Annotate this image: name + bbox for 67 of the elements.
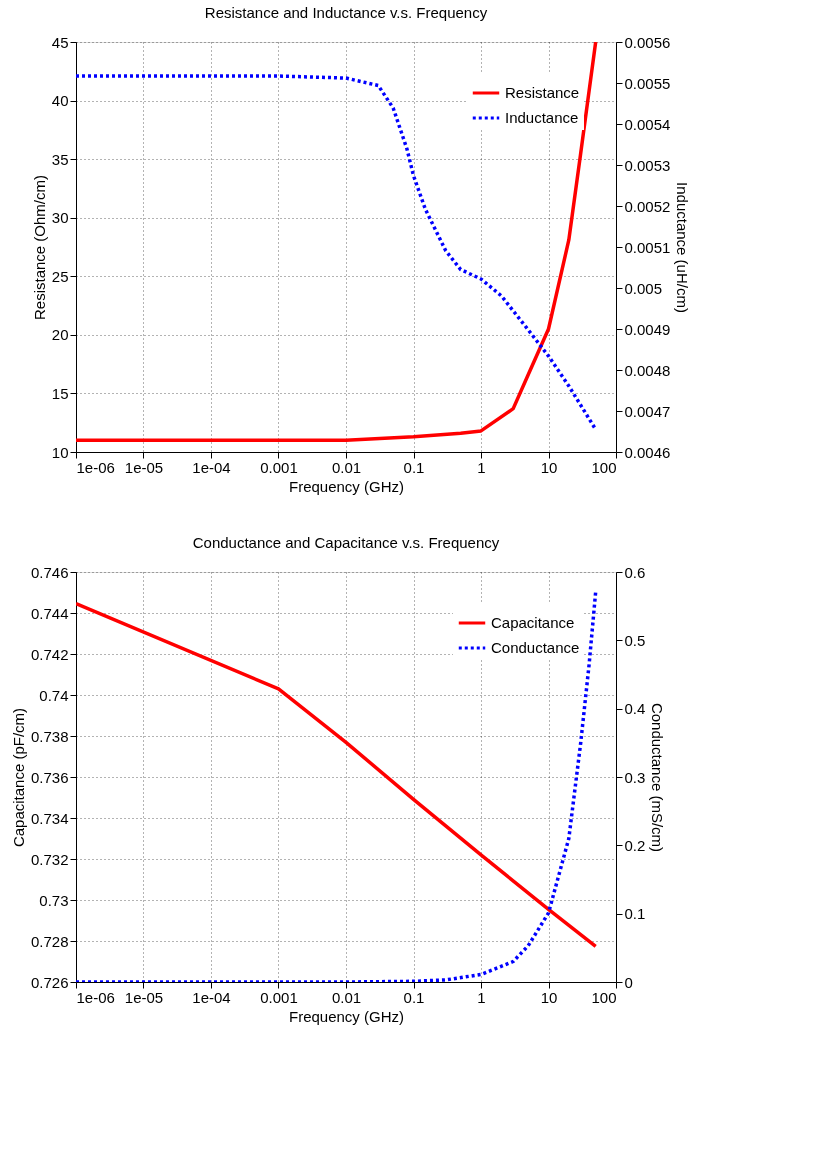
y-tick-label: 0.73 [39,891,69,909]
legend-label: Conductance [491,639,580,656]
x-tick-label: 10 [540,458,558,476]
x-tick-label: 1 [477,988,486,1006]
y-tick-label: 20 [51,326,69,344]
y-tick-label: 0.736 [30,768,69,786]
y2-tick-label: 0.0051 [624,238,671,256]
legend-label: Inductance [505,109,579,126]
x-tick-label: 0.1 [403,988,425,1006]
chart-title: Conductance and Capacitance v.s. Frequency [192,534,500,551]
y-axis-title: Capacitance (pF/cm) [9,707,27,848]
y-tick-label: 25 [51,267,69,285]
x-tick-label: 10 [540,988,558,1006]
y2-tick-label: 0.0056 [624,33,671,51]
y2-tick-label: 0.0048 [624,361,671,379]
legend-label: Resistance [505,84,580,101]
y-tick-label: 35 [51,150,69,168]
x-tick-label: 1e-05 [124,988,164,1006]
y-tick-label: 0.74 [39,686,69,704]
y2-tick-label: 0.0055 [624,74,671,92]
x-tick-label: 0.001 [260,458,298,476]
y2-tick-label: 0.4 [624,700,646,718]
x-tick-label: 1 [477,458,486,476]
y-tick-label: 15 [51,384,69,402]
y2-tick-label: 0.0047 [624,402,671,420]
x-tick-label: 0.1 [403,458,425,476]
y-tick-label: 0.742 [30,645,69,663]
y-tick-label: 0.738 [30,727,69,745]
chart-title: Resistance and Inductance v.s. Frequency [204,4,488,21]
x-tick-label: 1e-06 [76,458,115,476]
x-tick-label: 1e-06 [76,988,115,1006]
x-tick-label: 100 [591,988,617,1006]
y2-tick-label: 0.0054 [624,115,671,133]
y2-tick-label: 0.5 [624,631,646,649]
y-axis-title: Resistance (Ohm/cm) [30,174,48,321]
x-tick-label: 0.01 [331,458,362,476]
y-tick-label: 0.732 [30,850,69,868]
legend-label: Capacitance [491,614,575,631]
y-tick-label: 0.744 [30,604,69,622]
x-axis-title: Frequency (GHz) [288,1007,405,1025]
y2-axis-title: Conductance (mS/cm) [649,702,667,853]
y2-axis-title: Inductance (uH/cm) [674,182,692,313]
x-tick-label: 0.01 [331,988,362,1006]
x-tick-label: 1e-04 [192,988,231,1006]
y-tick-label: 30 [51,209,69,227]
y-tick-label: 10 [51,443,69,461]
y-tick-label: 0.734 [30,809,69,827]
x-tick-label: 1e-04 [192,458,231,476]
y2-tick-label: 0.6 [624,563,646,581]
y2-tick-label: 0.0053 [624,156,671,174]
x-axis-title: Frequency (GHz) [288,477,405,495]
y-tick-label: 0.746 [30,563,69,581]
y2-tick-label: 0 [624,973,633,991]
y-tick-label: 0.726 [30,973,69,991]
y2-tick-label: 0.005 [624,279,663,297]
y2-tick-label: 0.1 [624,905,646,923]
y2-tick-label: 0.0049 [624,320,671,338]
x-tick-label: 1e-05 [124,458,164,476]
y-tick-label: 45 [51,33,69,51]
y-tick-label: 0.728 [30,932,69,950]
x-tick-label: 100 [591,458,617,476]
x-tick-label: 0.001 [260,988,298,1006]
y2-tick-label: 0.0052 [624,197,671,215]
y2-tick-label: 0.3 [624,768,646,786]
y-tick-label: 40 [51,92,69,110]
y2-tick-label: 0.2 [624,836,646,854]
y2-tick-label: 0.0046 [624,443,671,461]
